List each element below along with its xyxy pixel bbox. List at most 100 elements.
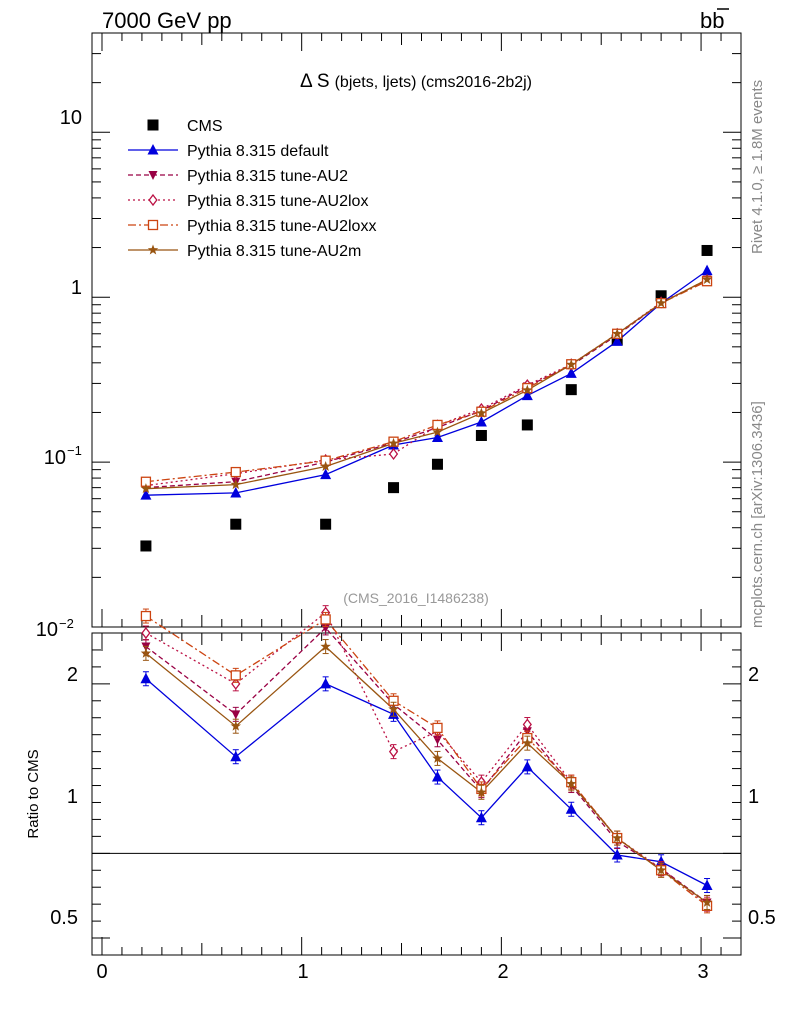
y-tick-label-0.01: 10 (36, 619, 58, 641)
chart-title: Δ S (bjets, ljets) (cms2016-2b2j) (300, 71, 532, 92)
data-point-cms (521, 419, 533, 431)
data-point-pythia-8-315-default (230, 486, 242, 498)
ratio-point-pythia-8-315-tune-au2m (655, 864, 667, 875)
ratio-point-pythia-8-315-tune-au2 (231, 710, 241, 720)
ratio-y-tick-label-right-1: 1 (748, 786, 759, 808)
data-point-pythia-8-315-default (565, 367, 577, 378)
data-point-pythia-8-315-tune-au2m (611, 328, 623, 339)
ratio-point-pythia-8-315-tune-au2m (140, 647, 152, 658)
axis-ticks (92, 32, 742, 956)
chart-title-rest: (bjets, ljets) (cms2016-2b2j) (335, 74, 532, 91)
ratio-point-pythia-8-315-default (565, 803, 577, 814)
data-point-pythia-8-315-tune-au2lox (388, 447, 399, 461)
x-tick-label-3: 3 (697, 961, 708, 983)
data-point-pythia-8-315-default (475, 416, 487, 427)
data-point-pythia-8-315-tune-au2loxx (230, 466, 241, 478)
ratio-point-pythia-8-315-tune-au2m (522, 737, 533, 748)
data-point-cms (475, 429, 487, 441)
x-tick-label-1: 1 (297, 961, 308, 983)
data-point-pythia-8-315-default (320, 468, 332, 480)
legend-label-2: Pythia 8.315 tune-AU2 (187, 168, 348, 185)
data-point-pythia-8-315-default (701, 264, 713, 276)
data-point-cms (701, 244, 713, 256)
side-label-top: Rivet 4.1.0, ≥ 1.8M events (749, 80, 766, 254)
ratio-point-pythia-8-315-tune-au2loxx (432, 722, 443, 734)
ratio-y-axis-label: Ratio to CMS (25, 749, 42, 838)
ratio-y-tick-label-right-2: 2 (748, 664, 759, 686)
legend-marker-pythia-8-315-tune-au2 (148, 171, 158, 180)
ratio-point-pythia-8-315-tune-au2loxx (230, 670, 241, 681)
y-tick-label-10: 10 (60, 107, 82, 129)
legend-label-3: Pythia 8.315 tune-AU2lox (187, 193, 368, 210)
ratio-point-pythia-8-315-tune-au2lox (141, 626, 151, 640)
ratio-point-pythia-8-315-tune-au2m (388, 703, 399, 714)
series-line-pythia-8-315-tune-au2 (145, 278, 708, 489)
ratio-y-tick-label-0.5: 0.5 (50, 907, 78, 929)
data-point-cms (320, 518, 332, 530)
ratio-line-pythia-8-315-tune-au2 (145, 626, 708, 904)
ratio-y-tick-label-1: 1 (67, 786, 78, 808)
legend-marks (128, 119, 178, 255)
data-point-pythia-8-315-tune-au2m (566, 359, 577, 370)
ratio-point-pythia-8-315-tune-au2m (566, 778, 577, 789)
x-tick-label-2: 2 (497, 961, 508, 983)
header-left: 7000 GeV pp (102, 8, 232, 33)
chart-title-symbol: Δ S (300, 71, 330, 92)
data-point-pythia-8-315-tune-au2m (701, 274, 713, 284)
ratio-point-pythia-8-315-tune-au2m (320, 641, 331, 652)
series-line-pythia-8-315-tune-au2m (145, 278, 708, 490)
legend-label-0: CMS (187, 118, 223, 135)
ratio-point-pythia-8-315-tune-au2m (701, 896, 713, 907)
ratio-point-pythia-8-315-tune-au2m (611, 832, 623, 843)
header-right: bb (700, 8, 725, 33)
series-line-pythia-8-315-default (145, 270, 708, 496)
ratio-line-pythia-8-315-tune-au2m (145, 645, 708, 904)
ratio-point-pythia-8-315-default (431, 771, 443, 782)
legend-label-5: Pythia 8.315 tune-AU2m (187, 243, 361, 260)
ratio-point-pythia-8-315-default (475, 811, 487, 823)
ratio-y-tick-label-2: 2 (67, 664, 78, 686)
legend-marker-pythia-8-315-tune-au2m (147, 244, 159, 255)
data-point-pythia-8-315-tune-au2m (140, 483, 152, 494)
y-tick-exp-0.01: −2 (59, 616, 74, 631)
ratio-y-tick-label-right-0.5: 0.5 (748, 907, 776, 929)
ratio-point-pythia-8-315-default (611, 849, 623, 860)
ratio-point-pythia-8-315-default (140, 672, 152, 684)
ratio-point-pythia-8-315-default (701, 879, 713, 891)
data-point-cms (388, 482, 400, 494)
ratio-point-pythia-8-315-tune-au2m (230, 720, 242, 731)
ratio-panel-frame (91, 632, 742, 956)
data-point-cms (431, 458, 443, 470)
ratio-point-pythia-8-315-default (521, 760, 533, 772)
legend-marker-pythia-8-315-tune-au2lox (148, 193, 158, 207)
data-point-pythia-8-315-default (140, 489, 152, 500)
series-line-pythia-8-315-tune-au2loxx (145, 280, 708, 483)
data-point-pythia-8-315-default (521, 389, 533, 401)
ratio-point-pythia-8-315-tune-au2loxx (140, 610, 152, 622)
ratio-point-pythia-8-315-tune-au2lox (522, 718, 532, 731)
legend-marker-cms (147, 119, 159, 131)
ratio-point-pythia-8-315-tune-au2m (432, 752, 443, 763)
data-point-cms (565, 384, 577, 396)
watermark: (CMS_2016_I1486238) (343, 590, 489, 606)
legend-marker-pythia-8-315-tune-au2loxx (147, 219, 159, 231)
main-panel-frame (91, 32, 742, 628)
ratio-point-pythia-8-315-default (320, 677, 332, 689)
y-tick-label-1: 1 (71, 277, 82, 299)
data-point-pythia-8-315-tune-au2m (230, 479, 242, 490)
data-point-pythia-8-315-default (611, 335, 623, 346)
data-point-pythia-8-315-tune-au2m (476, 407, 487, 418)
data-point-pythia-8-315-tune-au2m (388, 437, 399, 448)
data-point-pythia-8-315-tune-au2m (432, 426, 443, 437)
series-markers (140, 244, 713, 914)
series-lines (145, 270, 708, 907)
y-tick-exp-0.1: −1 (67, 443, 82, 458)
header-right-bbar: b (712, 8, 724, 33)
ratio-line-pythia-8-315-tune-au2lox (145, 611, 708, 905)
side-label-bottom: mcplots.cern.ch [arXiv:1306.3436] (749, 401, 766, 628)
data-point-pythia-8-315-tune-au2m (320, 461, 331, 471)
header-right-b: b (700, 8, 712, 33)
data-point-pythia-8-315-tune-au2m (522, 384, 533, 395)
ratio-point-pythia-8-315-tune-au2loxx (320, 614, 331, 625)
